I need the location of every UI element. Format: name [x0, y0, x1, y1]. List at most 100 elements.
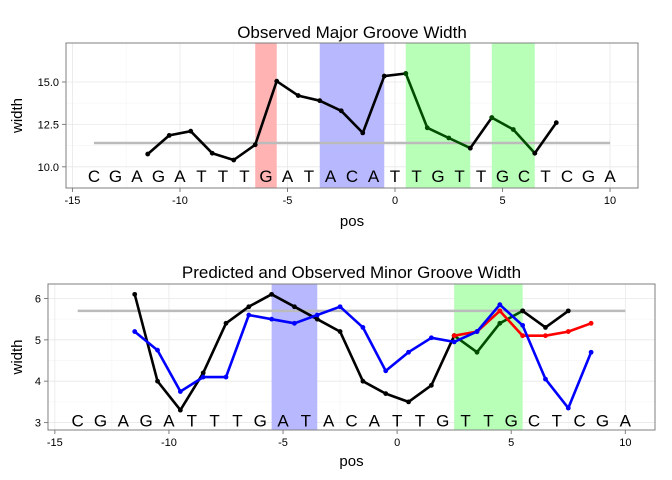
data-point [451, 339, 457, 345]
data-point [565, 308, 571, 314]
x-tick-label: -15 [47, 437, 63, 449]
x-tick-label: -5 [283, 195, 293, 207]
data-point [520, 308, 526, 314]
data-point [166, 133, 172, 138]
data-point [428, 335, 434, 341]
data-point [489, 115, 495, 121]
data-point [588, 349, 594, 355]
sequence-base-letter: T [483, 411, 493, 430]
data-point [132, 329, 138, 334]
data-point [543, 325, 548, 330]
sequence-base-letter: C [561, 167, 573, 186]
data-point [317, 98, 323, 104]
sequence-base-letter: C [518, 167, 530, 186]
sequence-base-letter: T [415, 411, 425, 430]
data-point [337, 329, 343, 334]
data-point [543, 376, 548, 382]
data-point [543, 333, 548, 339]
data-point [231, 157, 237, 163]
data-point [520, 322, 526, 328]
highlight-band [319, 43, 385, 188]
data-point [381, 73, 387, 79]
x-tick-label: -5 [278, 437, 288, 449]
series-line [453, 309, 524, 354]
minor-groove-width-plot: C G A G A T T T G A T A C A T T G T T G C T C G A-15 -10 -5 0 5 10345… [9, 263, 656, 470]
sequence-base-letter: T [239, 167, 249, 186]
sequence-base-letter: G [254, 411, 267, 430]
y-tick-label: 6 [35, 293, 41, 305]
data-point [451, 333, 457, 339]
sequence-base-letter: A [131, 167, 143, 186]
data-point [269, 291, 275, 297]
y-tick-label: 4 [35, 376, 41, 388]
y-axis-label: width [9, 339, 26, 375]
y-tick-label: 10.0 [38, 162, 59, 174]
sequence-base-letter: A [368, 167, 380, 186]
sequence-base-letter: C [528, 411, 540, 430]
data-point [200, 370, 206, 376]
data-point [314, 312, 320, 318]
data-point [314, 316, 320, 322]
sequence-base-letter: A [620, 411, 632, 430]
data-point [510, 127, 516, 132]
sequence-base-letter: T [454, 167, 464, 186]
y-tick-label: 15.0 [38, 77, 59, 89]
sequence-base-letter: A [118, 411, 130, 430]
data-point [360, 325, 366, 330]
sequence-base-letter: A [174, 167, 186, 186]
x-tick-label: -10 [161, 437, 177, 449]
y-tick-label: 3 [35, 418, 41, 430]
data-point [406, 399, 411, 405]
data-point [383, 391, 389, 397]
sequence-base-letter: C [88, 167, 100, 186]
data-point [269, 316, 275, 322]
data-point [467, 145, 473, 151]
sequence-base-letter: A [282, 167, 294, 186]
sequence-base-letter: T [460, 411, 470, 430]
highlight-band [491, 43, 535, 188]
highlight-band [405, 43, 471, 188]
series-line [533, 121, 558, 154]
data-point [337, 304, 343, 310]
data-point [246, 312, 252, 318]
data-point [292, 304, 297, 310]
data-point [428, 382, 434, 388]
sequence-base-letter: T [304, 167, 314, 186]
sequence-base-letter: T [187, 411, 197, 430]
data-point [383, 368, 389, 374]
sequence-base-letter: T [411, 167, 421, 186]
sequence-base-letter: G [496, 167, 509, 186]
data-point [177, 407, 183, 413]
data-point [155, 378, 160, 384]
y-tick-label: 5 [35, 335, 41, 347]
x-tick-label: 0 [392, 195, 398, 207]
sequence-base-letter: T [209, 411, 219, 430]
sequence-base-letter: A [604, 167, 616, 186]
data-point [360, 378, 366, 384]
data-point [360, 130, 366, 136]
data-point [424, 125, 430, 131]
x-tick-label: 0 [394, 437, 400, 449]
y-axis-label: width [9, 98, 26, 134]
x-axis-label: pos [340, 213, 364, 230]
panel-border [47, 283, 656, 431]
data-point [520, 333, 526, 339]
sequence-base-letter: A [277, 411, 289, 430]
data-point [292, 320, 297, 326]
data-point [209, 150, 215, 156]
data-point [497, 320, 503, 326]
highlight-band [454, 284, 523, 430]
sequence-base-letter: T [476, 167, 486, 186]
sequence-base-letter: G [259, 167, 272, 186]
data-point [446, 135, 452, 141]
sequence-base-letter: T [232, 411, 242, 430]
sequence-base-letter: G [436, 411, 449, 430]
panel-border [65, 42, 639, 189]
data-point [588, 320, 594, 326]
series-line [404, 73, 471, 150]
data-point [132, 291, 138, 297]
data-point [532, 150, 538, 156]
x-tick-label: 5 [499, 195, 505, 207]
chart-title: Predicted and Observed Minor Groove Widt… [182, 263, 521, 282]
data-point [403, 71, 409, 76]
